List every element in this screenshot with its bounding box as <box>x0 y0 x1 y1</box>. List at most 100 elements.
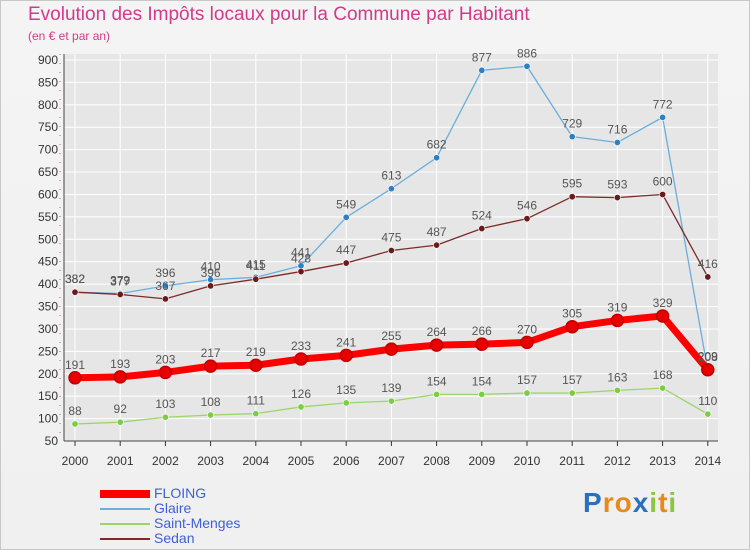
data-label: 163 <box>607 370 627 384</box>
y-tick-label: 50 <box>45 434 59 448</box>
data-point <box>161 413 169 421</box>
data-label: 524 <box>472 209 492 223</box>
data-label: 877 <box>472 50 492 64</box>
data-label: 264 <box>427 325 447 339</box>
data-label: 157 <box>517 373 537 387</box>
data-label: 396 <box>201 266 221 280</box>
data-point <box>523 62 531 70</box>
data-point <box>249 358 263 372</box>
x-tick-label: 2002 <box>152 454 179 468</box>
data-point <box>387 397 395 405</box>
data-point <box>478 390 486 398</box>
data-point <box>701 362 715 377</box>
legend-item-sedan: Sedan <box>100 531 240 546</box>
y-tick-label: 300 <box>38 322 58 336</box>
data-label: 411 <box>246 259 265 273</box>
data-point <box>384 342 399 356</box>
data-point <box>387 185 395 193</box>
x-tick-label: 2004 <box>242 454 269 468</box>
data-label: 396 <box>155 266 175 280</box>
data-label: 208 <box>698 350 718 364</box>
data-point <box>158 365 173 380</box>
data-label: 549 <box>336 197 356 211</box>
data-label: 305 <box>562 307 582 321</box>
data-point <box>387 247 395 255</box>
x-tick-label: 2011 <box>559 454 585 468</box>
data-point <box>659 190 667 198</box>
x-tick-label: 2012 <box>604 454 631 468</box>
data-label: 168 <box>653 368 673 382</box>
y-tick-label: 900 <box>38 53 58 67</box>
data-label: 139 <box>381 381 401 395</box>
data-label: 377 <box>110 274 130 288</box>
logo-letter: o <box>614 487 633 518</box>
y-tick-label: 650 <box>38 165 58 179</box>
data-point <box>342 259 350 267</box>
data-label: 193 <box>110 357 130 371</box>
y-tick-label: 150 <box>38 389 58 403</box>
x-tick-label: 2008 <box>423 454 450 468</box>
data-point <box>610 313 625 328</box>
data-label: 209 <box>698 350 718 364</box>
data-point <box>568 389 576 397</box>
chart-legend: FLOING Glaire Saint-Menges Sedan <box>100 486 240 546</box>
data-label: 382 <box>65 272 85 286</box>
data-label: 487 <box>427 225 447 239</box>
data-label: 367 <box>155 279 175 293</box>
x-tick-label: 2005 <box>288 454 315 468</box>
data-label: 595 <box>562 177 582 191</box>
data-label: 270 <box>517 322 537 336</box>
data-label: 716 <box>607 122 627 136</box>
data-label: 415 <box>246 257 266 271</box>
data-label: 613 <box>381 169 401 183</box>
data-point <box>478 66 486 74</box>
x-tick-label: 2003 <box>197 454 224 468</box>
data-point <box>161 282 169 290</box>
data-label: 219 <box>246 345 266 359</box>
data-label: 410 <box>201 260 221 274</box>
data-point <box>342 399 350 407</box>
data-label: 379 <box>110 274 130 288</box>
y-tick-label: 400 <box>38 277 58 291</box>
data-label: 241 <box>336 335 356 349</box>
x-tick-label: 2009 <box>468 454 495 468</box>
legend-label-floing: FLOING <box>154 485 207 501</box>
data-point <box>478 225 486 233</box>
data-label: 154 <box>427 374 447 388</box>
y-tick-label: 700 <box>38 143 58 157</box>
data-point <box>207 411 215 419</box>
data-point <box>613 138 621 146</box>
data-point <box>161 295 169 303</box>
data-point <box>252 410 260 418</box>
y-tick-label: 850 <box>38 75 58 89</box>
chart-subtitle: (en € et par an) <box>28 29 111 43</box>
data-label: 772 <box>653 97 673 111</box>
legend-swatch-glaire <box>100 507 150 510</box>
legend-swatch-sedan <box>100 537 150 540</box>
x-tick-label: 2010 <box>514 454 541 468</box>
data-label: 203 <box>155 352 175 366</box>
data-label: 126 <box>291 387 311 401</box>
data-label: 135 <box>336 383 356 397</box>
data-point <box>655 309 670 323</box>
chart-title: Evolution des Impôts locaux pour la Comm… <box>28 4 530 25</box>
logo-letter: r <box>602 487 615 518</box>
data-point <box>613 194 621 202</box>
x-tick-label: 2007 <box>378 454 405 468</box>
legend-swatch-saint-menges <box>100 522 150 525</box>
legend-swatch-floing <box>100 489 150 498</box>
logo-letter: x <box>632 487 650 518</box>
data-label: 886 <box>517 46 537 60</box>
y-tick-label: 200 <box>38 367 58 381</box>
data-label: 416 <box>698 257 718 271</box>
data-point <box>297 268 305 276</box>
logo-letter: i <box>649 487 659 518</box>
data-point <box>433 390 441 398</box>
data-point <box>659 384 667 392</box>
data-point <box>433 154 441 162</box>
data-label: 103 <box>155 397 175 411</box>
legend-item-glaire: Glaire <box>100 501 240 516</box>
y-tick-label: 100 <box>38 412 58 426</box>
data-label: 382 <box>65 272 85 286</box>
